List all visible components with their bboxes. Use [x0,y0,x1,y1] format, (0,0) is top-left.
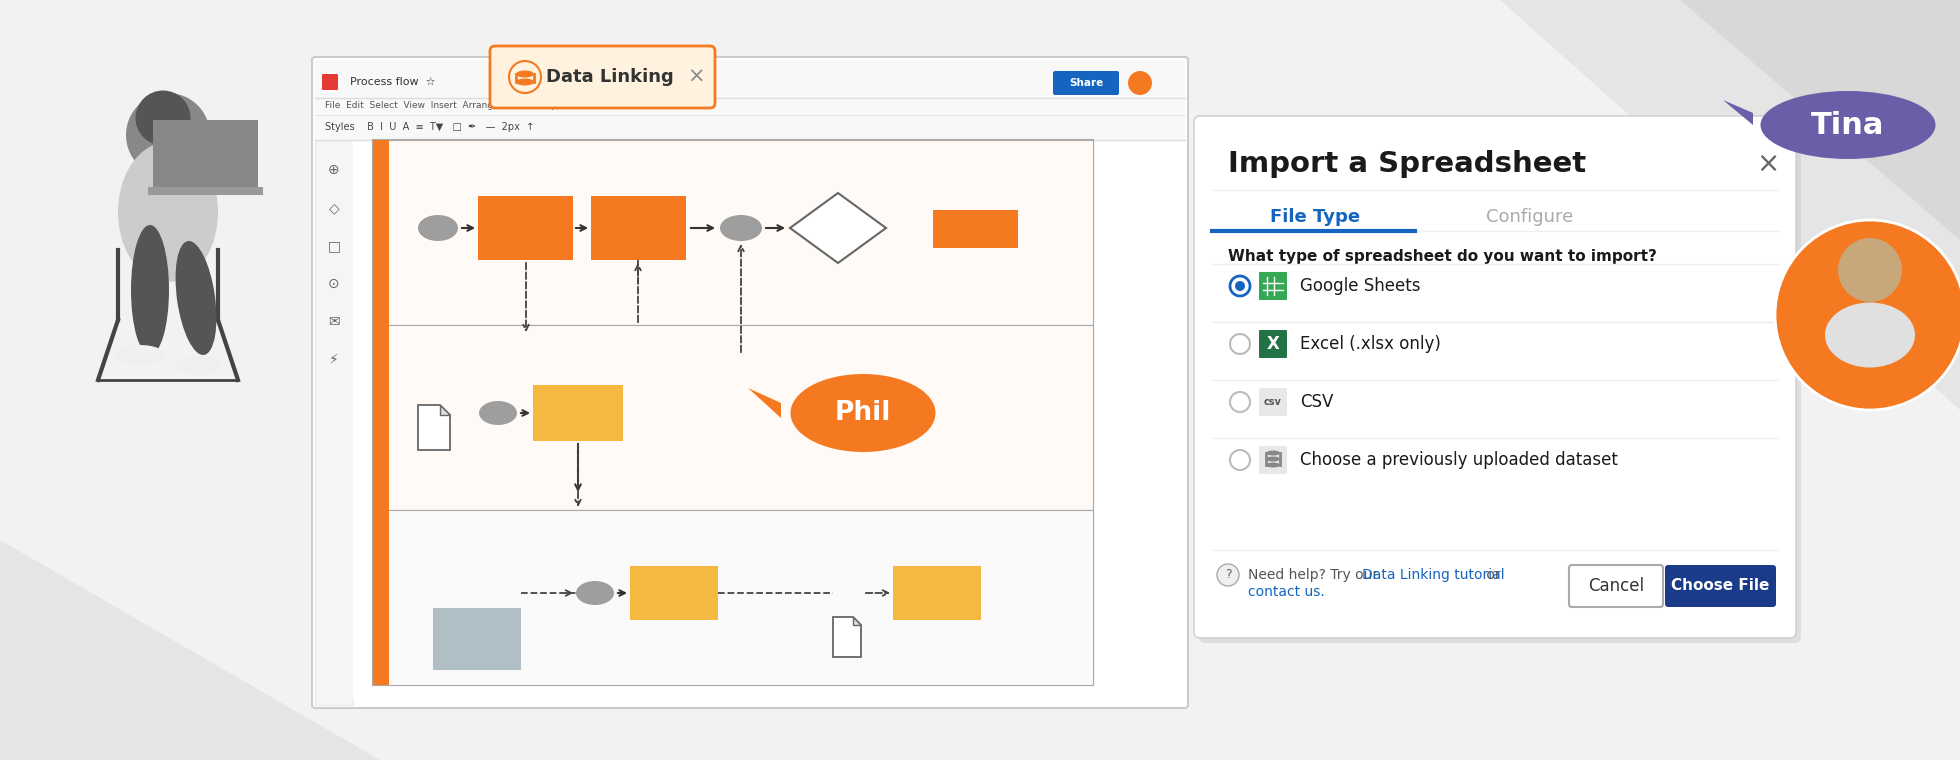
Circle shape [1776,220,1960,410]
FancyBboxPatch shape [321,74,337,90]
Text: Share: Share [1068,78,1103,88]
FancyBboxPatch shape [149,187,263,195]
Text: or: or [1482,568,1501,582]
FancyBboxPatch shape [1570,565,1662,607]
Text: ×: × [688,67,706,87]
Circle shape [1231,276,1250,296]
FancyBboxPatch shape [433,608,521,670]
Ellipse shape [515,71,533,78]
Text: CSV: CSV [1299,393,1333,411]
Ellipse shape [131,225,169,355]
Text: ×: × [1756,150,1780,178]
Text: csv: csv [1264,397,1282,407]
FancyBboxPatch shape [1258,388,1288,416]
Ellipse shape [1760,91,1936,159]
Polygon shape [439,405,451,415]
FancyBboxPatch shape [533,385,623,441]
Circle shape [1231,392,1250,412]
Text: File Type: File Type [1270,208,1360,226]
FancyBboxPatch shape [372,140,1094,325]
Polygon shape [417,405,451,450]
Ellipse shape [174,356,221,374]
FancyBboxPatch shape [353,140,1186,700]
Circle shape [1231,334,1250,354]
Ellipse shape [116,345,165,365]
FancyBboxPatch shape [933,210,1017,248]
Ellipse shape [135,90,190,145]
Polygon shape [0,540,380,760]
FancyBboxPatch shape [316,140,353,705]
Text: Styles    B  I  U  A  ≡  T▼   □  ✒   —  2px  ↑: Styles B I U A ≡ T▼ □ ✒ — 2px ↑ [325,122,535,132]
Circle shape [510,61,541,93]
Polygon shape [749,388,780,418]
FancyBboxPatch shape [372,140,1094,685]
Ellipse shape [719,215,762,241]
FancyBboxPatch shape [316,60,1186,98]
Ellipse shape [1266,463,1280,467]
Text: Process flow  ☆: Process flow ☆ [351,77,435,87]
Circle shape [1129,71,1152,95]
Ellipse shape [176,241,216,355]
FancyBboxPatch shape [1258,330,1288,358]
FancyBboxPatch shape [372,325,388,510]
Text: Need help? Try our: Need help? Try our [1249,568,1378,582]
Polygon shape [833,617,860,657]
Text: ✉: ✉ [327,315,339,329]
FancyBboxPatch shape [478,196,572,260]
FancyBboxPatch shape [1258,446,1288,474]
Text: X: X [1266,335,1280,353]
FancyBboxPatch shape [894,566,982,620]
Text: Data Linking: Data Linking [547,68,674,86]
Text: Import a Spreadsheet: Import a Spreadsheet [1229,150,1586,178]
FancyBboxPatch shape [372,325,1094,510]
Text: ?: ? [1225,568,1231,581]
FancyBboxPatch shape [1200,121,1801,643]
Circle shape [1235,281,1245,291]
Ellipse shape [1266,451,1280,455]
Text: ⊙: ⊙ [327,277,339,291]
Text: ⚡: ⚡ [329,353,339,367]
Ellipse shape [118,142,218,282]
Text: Phil: Phil [835,400,892,426]
Polygon shape [1680,0,1960,240]
FancyBboxPatch shape [372,140,388,325]
Ellipse shape [515,78,533,86]
FancyBboxPatch shape [1664,565,1776,607]
FancyBboxPatch shape [153,120,259,190]
Circle shape [1231,450,1250,470]
FancyBboxPatch shape [1053,71,1119,95]
Polygon shape [1723,100,1752,125]
Text: What type of spreadsheet do you want to import?: What type of spreadsheet do you want to … [1229,249,1656,264]
Ellipse shape [1825,302,1915,368]
Text: □: □ [327,239,341,253]
Text: Choose File: Choose File [1670,578,1770,594]
FancyBboxPatch shape [592,196,686,260]
FancyBboxPatch shape [316,115,1186,140]
Circle shape [125,93,210,177]
Text: Google Sheets: Google Sheets [1299,277,1421,295]
FancyBboxPatch shape [1258,272,1288,300]
Text: contact us.: contact us. [1249,585,1325,599]
FancyBboxPatch shape [372,510,1094,685]
FancyBboxPatch shape [1194,116,1795,638]
Polygon shape [853,617,860,625]
Ellipse shape [1266,457,1280,461]
Circle shape [1838,238,1901,302]
Text: Excel (.xlsx only): Excel (.xlsx only) [1299,335,1441,353]
Text: Configure: Configure [1486,208,1574,226]
FancyBboxPatch shape [490,46,715,108]
Polygon shape [1499,0,1960,410]
Text: Tina: Tina [1811,110,1886,140]
Text: ◇: ◇ [329,201,339,215]
FancyBboxPatch shape [372,510,388,685]
Text: ⊕: ⊕ [327,163,339,177]
Text: Cancel: Cancel [1588,577,1644,595]
Ellipse shape [576,581,613,605]
Ellipse shape [417,215,459,241]
Ellipse shape [790,374,935,452]
Text: File  Edit  Select  View  Insert  Arrange  Share  Help: File Edit Select View Insert Arrange Sha… [325,102,557,110]
Circle shape [1217,564,1239,586]
FancyBboxPatch shape [629,566,717,620]
FancyBboxPatch shape [312,57,1188,708]
